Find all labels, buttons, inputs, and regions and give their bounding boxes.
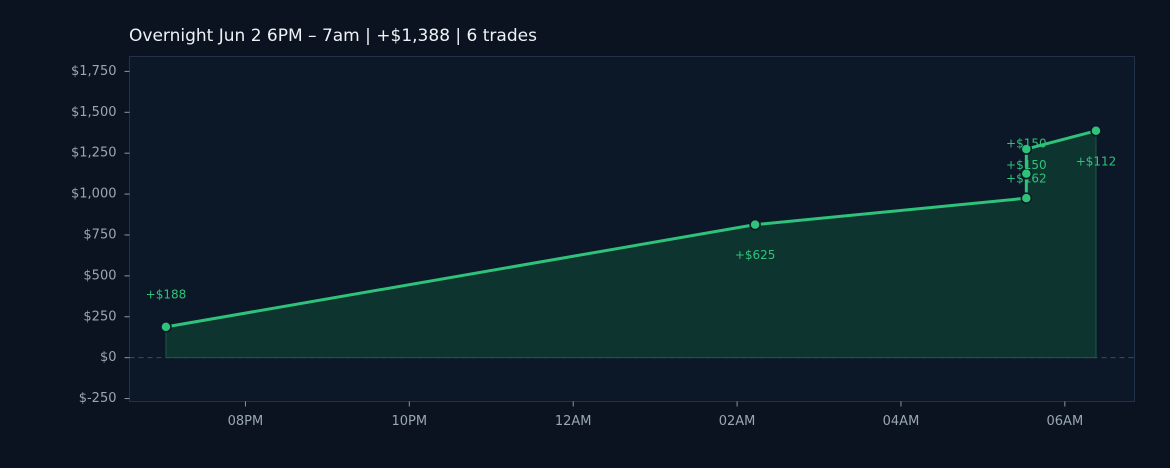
y-tick-label: $500 (83, 268, 116, 283)
y-tick-label: $1,750 (71, 64, 117, 79)
point (1020, 192, 1033, 204)
point (1020, 143, 1033, 155)
x-tick-label: 12AM (555, 414, 592, 429)
line (165, 129, 1097, 329)
y-tick-label: $-250 (79, 391, 117, 406)
chart-title: Overnight Jun 2 6PM – 7am | +$1,388 | 6 … (129, 26, 537, 46)
data-label: +$112 (1076, 154, 1117, 168)
x-tick-label: 10PM (392, 414, 428, 429)
y-tick-label: $1,250 (71, 146, 117, 161)
y-tick-label: $750 (83, 227, 116, 242)
point (160, 321, 172, 333)
point (1090, 125, 1102, 137)
data-label: +$188 (146, 287, 187, 301)
x-tick-label: 06AM (1047, 414, 1084, 429)
data-label: +$625 (735, 248, 776, 262)
y-tick-label: $250 (83, 309, 116, 324)
x-tick-label: 04AM (883, 414, 920, 429)
data-label: +$150 (1006, 137, 1047, 151)
point (1020, 167, 1033, 180)
x-tick-label: 02AM (719, 414, 756, 429)
point (749, 218, 761, 231)
y-tick-label: $1,000 (71, 187, 117, 202)
x-tick-label: 08PM (228, 414, 264, 429)
y-tick-label: $0 (100, 350, 117, 365)
data-label: +$150 (1006, 158, 1047, 172)
y-tick-label: $1,500 (71, 105, 117, 120)
